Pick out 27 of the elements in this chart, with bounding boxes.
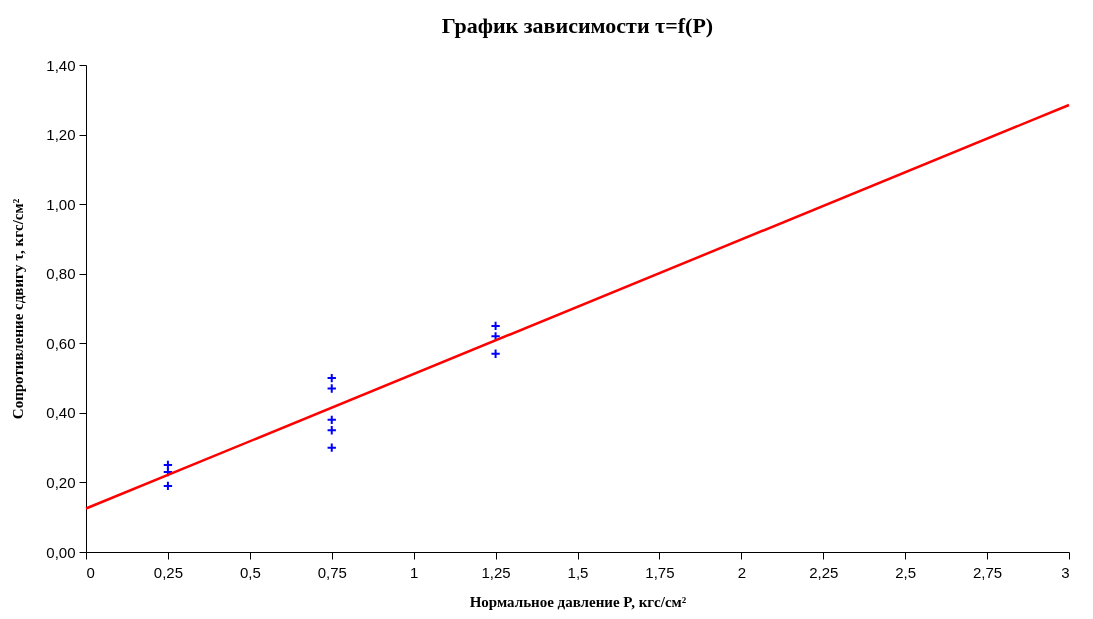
point: [490, 348, 501, 359]
y-tick-label: 1,00: [46, 195, 76, 213]
chart-title: График зависимости τ=f(P): [441, 13, 714, 38]
y-tick-label: 0,00: [46, 543, 76, 561]
x-tick-label: 0: [86, 563, 95, 581]
x-tick-label: 1,5: [567, 563, 589, 581]
point: [326, 442, 337, 453]
x-axis-title: Нормальное давление P, кгс/см²: [469, 593, 687, 610]
y-tick-label: 1,40: [46, 56, 76, 74]
point: [326, 383, 337, 394]
x-tick-label: 2,75: [972, 563, 1003, 581]
y-tick-label: 0,40: [46, 404, 76, 422]
x-tick-label: 0,5: [239, 563, 261, 581]
y-tick-label: 0,60: [46, 334, 76, 352]
y-axis-title: Сопротивление сдвигу τ, кгс/см²: [10, 198, 27, 420]
y-tick-label: 0,20: [46, 473, 76, 491]
x-tick-label: 3: [1061, 563, 1070, 581]
x-tick-label: 1: [409, 563, 419, 581]
y-tick-label: 1,20: [46, 126, 76, 144]
x-tick-label: 2,5: [895, 563, 917, 581]
x-tick-label: 1,25: [481, 563, 511, 581]
x-tick-label: 2: [737, 563, 747, 581]
x-tick-label: 0,75: [317, 563, 347, 581]
y-tick-label: 0,80: [46, 265, 76, 283]
x-tick-label: 0,25: [153, 563, 184, 581]
x-tick-label: 1,75: [645, 563, 675, 581]
x-tick-label: 2,25: [809, 563, 839, 581]
